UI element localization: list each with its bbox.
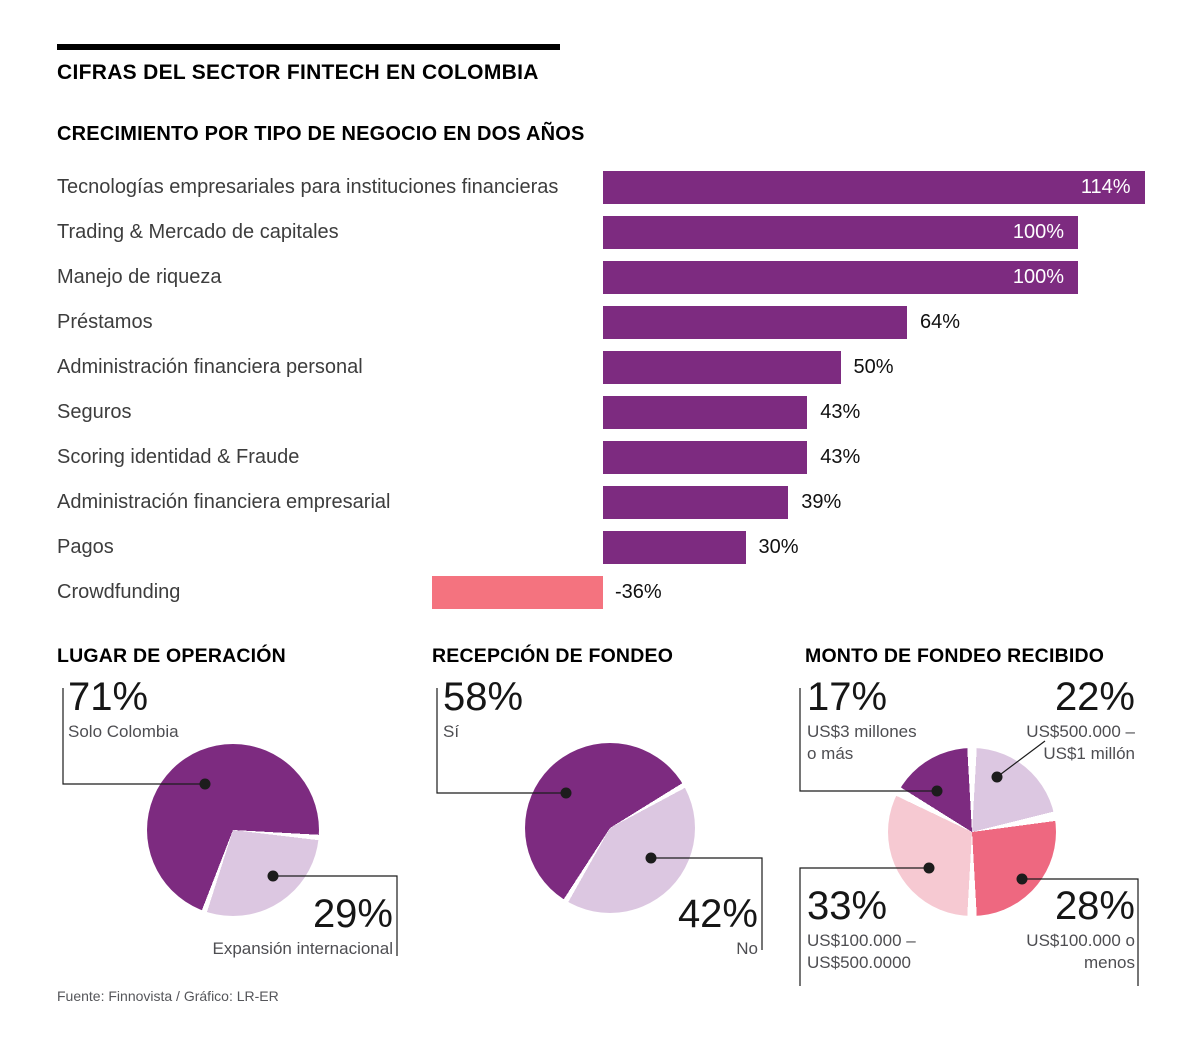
bar-category-label: Préstamos (57, 311, 153, 333)
bar-value-label: 43% (820, 401, 861, 423)
pct-monto-28: 28% (1054, 884, 1135, 928)
pct-expansion: 29% (312, 892, 393, 936)
sub-expansion: Expansión internacional (212, 939, 393, 958)
bar-value-label: 39% (801, 491, 842, 513)
bar-value-label: 30% (758, 536, 799, 558)
bar-category-label: Manejo de riqueza (57, 266, 222, 288)
growth-bar-chart: Tecnologías empresariales para instituci… (57, 165, 1147, 620)
bar-row: Administración financiera personal 50% (57, 345, 1147, 390)
bar (603, 261, 1078, 294)
pct-monto-22: 22% (1054, 675, 1135, 719)
bar-row: Trading & Mercado de capitales 100% (57, 210, 1147, 255)
bar (603, 531, 746, 564)
bar-value-label: 50% (853, 356, 894, 378)
bar-value-label: 114% (1080, 176, 1131, 198)
bar-value-label: -36% (615, 581, 662, 603)
bar (603, 441, 808, 474)
bar (603, 171, 1145, 204)
bar-value-label: 100% (1012, 221, 1064, 243)
label-monto-28: 28% US$100.000 o menos (1013, 885, 1135, 974)
bar-value-label: 64% (920, 311, 961, 333)
bar (603, 396, 808, 429)
bar-category-label: Pagos (57, 536, 114, 558)
pie-title-fondeo: RECEPCIÓN DE FONDEO (432, 645, 674, 667)
bar-chart-title: CRECIMIENTO POR TIPO DE NEGOCIO EN DOS A… (57, 123, 585, 145)
pct-monto-17: 17% (807, 675, 888, 719)
bar-value-label: 100% (1012, 266, 1064, 288)
bar-category-label: Crowdfunding (57, 581, 181, 603)
bar-row: Tecnologías empresariales para instituci… (57, 165, 1147, 210)
sub-monto-28: US$100.000 o menos (1026, 931, 1135, 973)
bar (603, 216, 1078, 249)
bar-category-label: Administración financiera empresarial (57, 491, 391, 513)
bar-category-label: Tecnologías empresariales para instituci… (57, 176, 559, 198)
bar-category-label: Scoring identidad & Fraude (57, 446, 300, 468)
sub-monto-17: US$3 millones o más (807, 722, 917, 764)
sub-si: Sí (443, 722, 460, 741)
bar-value-label: 43% (820, 446, 861, 468)
label-no: 42% No (568, 893, 758, 960)
pie-operacion (147, 744, 319, 916)
title-rule (57, 44, 560, 50)
bar (603, 486, 789, 519)
pie-title-monto: MONTO DE FONDEO RECIBIDO (805, 645, 1105, 667)
pct-solo-colombia: 71% (68, 675, 149, 719)
pie-title-operacion: LUGAR DE OPERACIÓN (57, 645, 286, 667)
label-monto-22: 22% US$500.000 – US$1 millón (1013, 676, 1135, 765)
sub-no: No (736, 939, 758, 958)
label-monto-17: 17% US$3 millones o más (807, 676, 929, 765)
bar-row: Préstamos 64% (57, 300, 1147, 345)
label-solo-colombia: 71% Solo Colombia (68, 676, 179, 743)
bar (603, 351, 841, 384)
bar-row: Administración financiera empresarial 39% (57, 480, 1147, 525)
pct-monto-33: 33% (807, 884, 888, 928)
bar-category-label: Seguros (57, 401, 132, 423)
pie-fondeo (525, 743, 695, 913)
bar (603, 306, 907, 339)
label-monto-33: 33% US$100.000 – US$500.0000 (807, 885, 929, 974)
label-si: 58% Sí (443, 676, 523, 743)
pct-no: 42% (677, 892, 758, 936)
source-credit: Fuente: Finnovista / Gráfico: LR-ER (57, 988, 279, 1004)
sub-monto-33: US$100.000 – US$500.0000 (807, 931, 916, 973)
bar-row: Manejo de riqueza 100% (57, 255, 1147, 300)
bar-row: Seguros 43% (57, 390, 1147, 435)
bar-row: Pagos 30% (57, 525, 1147, 570)
sub-solo-colombia: Solo Colombia (68, 722, 179, 741)
pct-si: 58% (443, 675, 524, 719)
bar-category-label: Trading & Mercado de capitales (57, 221, 339, 243)
sub-monto-22: US$500.000 – US$1 millón (1026, 722, 1135, 764)
bar-row: Scoring identidad & Fraude 43% (57, 435, 1147, 480)
label-expansion: 29% Expansión internacional (203, 893, 393, 960)
bar-row: Crowdfunding -36% (57, 570, 1147, 615)
bar-category-label: Administración financiera personal (57, 356, 363, 378)
bar (432, 576, 603, 609)
page-title: CIFRAS DEL SECTOR FINTECH EN COLOMBIA (57, 61, 539, 84)
